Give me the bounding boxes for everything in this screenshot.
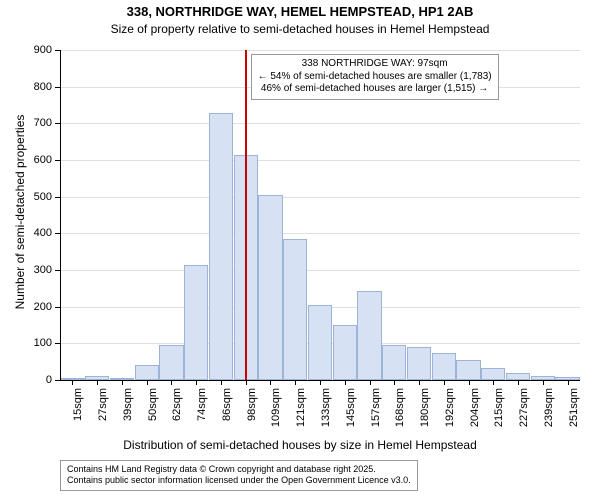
y-tick-label: 100 [12,337,52,349]
grid-line [60,233,580,234]
y-tick-label: 600 [12,154,52,166]
y-tick-label: 0 [12,374,52,386]
histogram-bar [481,368,505,380]
x-tick-label: 215sqm [493,388,505,438]
y-tick-label: 900 [12,44,52,56]
grid-line [60,160,580,161]
y-tick-label: 700 [12,117,52,129]
x-tick-label: 145sqm [345,388,357,438]
y-tick-label: 200 [12,301,52,313]
footer-attribution: Contains HM Land Registry data © Crown c… [60,460,418,491]
histogram-bar [258,195,282,380]
grid-line [60,270,580,271]
histogram-bar [357,291,381,380]
histogram-bar [135,365,159,380]
y-tick-label: 400 [12,227,52,239]
annotation-line: 338 NORTHRIDGE WAY: 97sqm [258,58,492,71]
histogram-bar [308,305,332,380]
histogram-bar [407,347,431,380]
x-tick-label: 192sqm [444,388,456,438]
x-tick-label: 204sqm [469,388,481,438]
chart-title: 338, NORTHRIDGE WAY, HEMEL HEMPSTEAD, HP… [0,4,600,19]
annotation-line: 46% of semi-detached houses are larger (… [258,83,492,96]
histogram-bar [209,113,233,380]
x-tick-label: 239sqm [543,388,555,438]
x-tick-label: 50sqm [147,388,159,438]
y-tick-label: 800 [12,81,52,93]
histogram-bar [456,360,480,380]
histogram-bar [506,373,530,380]
plot-area [60,50,580,380]
y-axis-label: Number of semi-detached properties [13,62,27,362]
grid-line [60,197,580,198]
grid-line [60,50,580,51]
x-tick-label: 121sqm [295,388,307,438]
x-tick-label: 27sqm [97,388,109,438]
x-tick-label: 109sqm [270,388,282,438]
x-tick-label: 133sqm [320,388,332,438]
x-tick-label: 168sqm [394,388,406,438]
x-tick-label: 39sqm [122,388,134,438]
reference-line [245,50,247,380]
x-tick-label: 74sqm [196,388,208,438]
footer-line: Contains HM Land Registry data © Crown c… [67,464,411,475]
chart-container: 338, NORTHRIDGE WAY, HEMEL HEMPSTEAD, HP… [0,0,600,500]
x-tick-label: 62sqm [171,388,183,438]
x-axis-label: Distribution of semi-detached houses by … [0,438,600,452]
grid-line [60,123,580,124]
y-tick-label: 300 [12,264,52,276]
footer-line: Contains public sector information licen… [67,475,411,486]
y-tick-label: 500 [12,191,52,203]
annotation-box: 338 NORTHRIDGE WAY: 97sqm ← 54% of semi-… [251,54,499,100]
annotation-line: ← 54% of semi-detached houses are smalle… [258,71,492,84]
x-tick-label: 98sqm [246,388,258,438]
x-tick-label: 251sqm [568,388,580,438]
histogram-bar [184,265,208,381]
histogram-bar [432,353,456,381]
x-tick-label: 180sqm [419,388,431,438]
x-tick-label: 15sqm [72,388,84,438]
histogram-bar [382,345,406,380]
y-axis [60,50,61,380]
histogram-bar [159,345,183,380]
x-tick-label: 86sqm [221,388,233,438]
x-tick-label: 157sqm [370,388,382,438]
x-tick-label: 227sqm [518,388,530,438]
histogram-bar [333,325,357,380]
histogram-bar [283,239,307,380]
chart-subtitle: Size of property relative to semi-detach… [0,22,600,36]
x-axis [60,380,580,381]
